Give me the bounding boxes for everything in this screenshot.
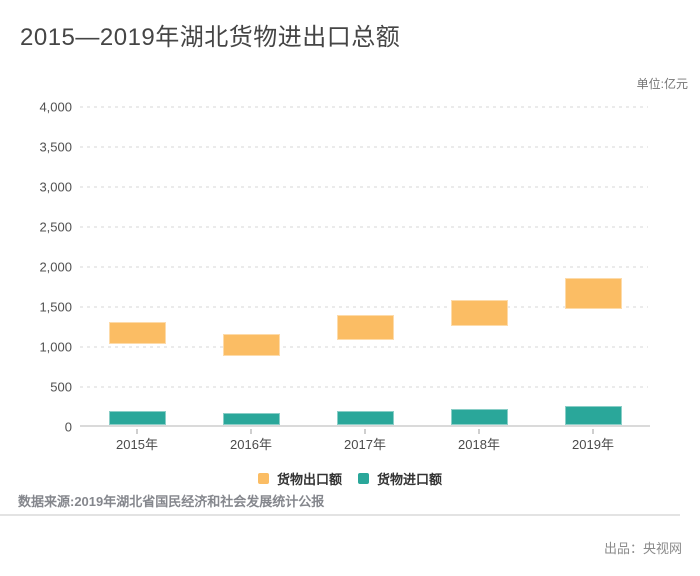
x-axis-label: 2019年 [572,437,614,452]
unit-label: 单位:亿元 [636,77,688,91]
chart-title: 2015—2019年湖北货物进出口总额 [20,24,401,51]
y-axis: 0 500 1,000 1,500 2,000 2,500 3,000 3,500 4,000 [0,100,72,435]
gridline [80,146,648,148]
y-axis-tick-label: 2,500 [39,219,72,235]
x-axis-tick [478,429,480,434]
gridline [80,226,648,228]
legend-swatch-icon [358,473,369,484]
y-axis-tick-label: 2,000 [39,259,72,275]
x-axis-tick [250,429,252,434]
export-bar[interactable] [108,322,166,344]
y-axis-tick-label: 1,000 [39,339,72,355]
gridline [80,386,648,388]
legend-item[interactable]: 货物进口额 [358,469,442,488]
import-bar[interactable] [336,411,394,425]
y-axis-tick-label: 3,000 [39,179,72,195]
import-bar[interactable] [564,406,622,425]
x-axis-tick [364,429,366,434]
plot-area [80,106,650,434]
export-bar[interactable] [336,315,394,341]
x-axis-label: 2018年 [458,437,500,452]
x-axis-labels: 2015年 2016年 2017年 2018年 2019年 [80,434,650,452]
legend-label: 货物进口额 [377,472,443,487]
export-bar[interactable] [450,300,508,327]
gridline [80,266,648,268]
legend-item[interactable]: 货物出口额 [257,469,342,488]
y-axis-tick-label: 3,500 [39,139,72,155]
x-axis-tick [136,429,138,434]
producer-text: 出品：央视网 [603,541,682,556]
y-axis-tick-label: 500 [50,379,72,395]
export-bar[interactable] [564,278,622,309]
x-axis-label: 2017年 [344,437,386,452]
import-bar[interactable] [108,411,166,425]
x-axis-label: 2016年 [230,437,272,452]
y-axis-tick-label: 4,000 [39,99,72,115]
gridline [80,186,648,188]
footer-divider [0,514,680,516]
legend-swatch-icon [257,473,269,484]
import-bar[interactable] [222,413,280,425]
x-axis-label: 2015年 [116,437,158,452]
gridline [80,306,648,308]
gridline [80,106,648,108]
y-axis-tick-label: 0 [64,419,72,435]
legend: 货物出口额 货物进口额 [0,469,700,488]
import-bar[interactable] [450,409,508,425]
x-axis-line [80,425,650,427]
export-bar[interactable] [222,334,280,356]
x-axis-tick [592,429,594,434]
y-axis-tick-label: 1,500 [39,299,72,315]
gridline [80,346,648,348]
legend-label: 货物出口额 [276,472,342,487]
data-source-text: 数据来源:2019年湖北省国民经济和社会发展统计公报 [18,494,325,509]
